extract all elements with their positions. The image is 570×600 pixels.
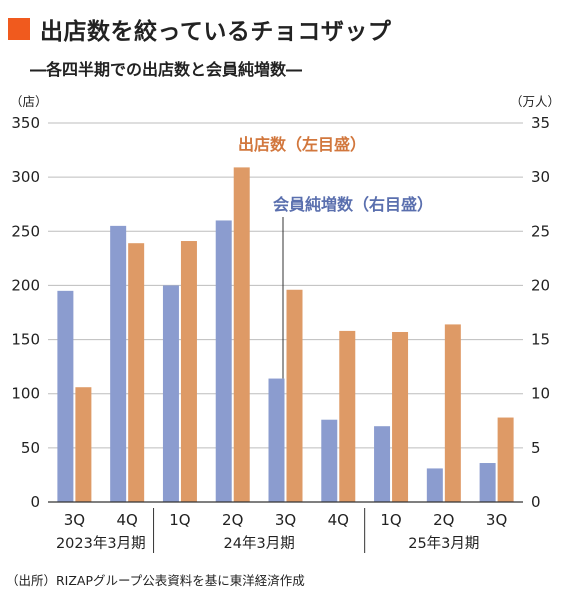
bar-members	[162, 285, 179, 502]
source-note: （出所）RIZAPグループ公表資料を基に東洋経済作成	[6, 573, 305, 588]
y-left-tick: 350	[11, 114, 40, 132]
bar-members	[426, 468, 443, 502]
x-tick-label: 3Q	[64, 511, 85, 529]
bar-stores	[180, 241, 197, 502]
y-left-tick: 50	[21, 439, 40, 457]
title-marker	[8, 18, 30, 40]
x-group-label: 2023年3月期	[56, 535, 146, 552]
bar-stores	[128, 243, 145, 502]
x-tick-label: 4Q	[328, 511, 349, 529]
y-right-tick: 35	[531, 114, 550, 132]
y-left-tick: 250	[11, 222, 40, 240]
y-right-tick: 20	[531, 276, 550, 294]
y-left-unit: （店）	[10, 94, 48, 109]
x-tick-label: 2Q	[433, 511, 454, 529]
y-right-tick: 0	[531, 493, 541, 511]
bar-stores	[444, 324, 461, 502]
y-left-tick: 0	[30, 493, 40, 511]
y-left-tick: 300	[11, 168, 40, 186]
y-right-tick: 5	[531, 439, 541, 457]
bar-stores	[339, 330, 356, 502]
chart-subtitle: ―各四半期での出店数と会員純増数―	[30, 60, 303, 79]
bar-members	[110, 225, 127, 502]
bar-members	[321, 419, 338, 502]
x-tick-label: 1Q	[169, 511, 190, 529]
y-left-tick: 100	[11, 385, 40, 403]
y-right-tick: 30	[531, 168, 550, 186]
bar-stores	[75, 387, 92, 502]
x-tick-label: 2Q	[222, 511, 243, 529]
bar-stores	[392, 331, 409, 502]
x-tick-label: 3Q	[275, 511, 296, 529]
bar-stores	[286, 289, 303, 502]
chart-title: 出店数を絞っているチョコザップ	[40, 19, 392, 45]
bar-members	[479, 463, 496, 502]
y-left-tick: 200	[11, 276, 40, 294]
bar-members	[374, 426, 391, 502]
y-right-unit: （万人）	[510, 94, 560, 109]
title-row: 出店数を絞っているチョコザップ	[8, 14, 392, 45]
bar-stores	[233, 167, 250, 502]
y-right-tick: 25	[531, 222, 550, 240]
y-left-tick: 150	[11, 331, 40, 349]
x-group-label: 25年3月期	[408, 535, 479, 552]
x-tick-label: 1Q	[380, 511, 401, 529]
bar-members	[215, 220, 232, 502]
bar-stores	[497, 417, 514, 502]
x-tick-label: 4Q	[116, 511, 137, 529]
y-right-tick: 15	[531, 331, 550, 349]
members-series-label: 会員純増数（右目盛）	[273, 195, 433, 214]
x-group-label: 24年3月期	[224, 535, 295, 552]
bar-members	[268, 378, 285, 502]
y-right-tick: 10	[531, 385, 550, 403]
bar-members	[57, 290, 74, 502]
x-tick-label: 3Q	[486, 511, 507, 529]
stores-series-label: 出店数（左目盛）	[238, 135, 366, 154]
